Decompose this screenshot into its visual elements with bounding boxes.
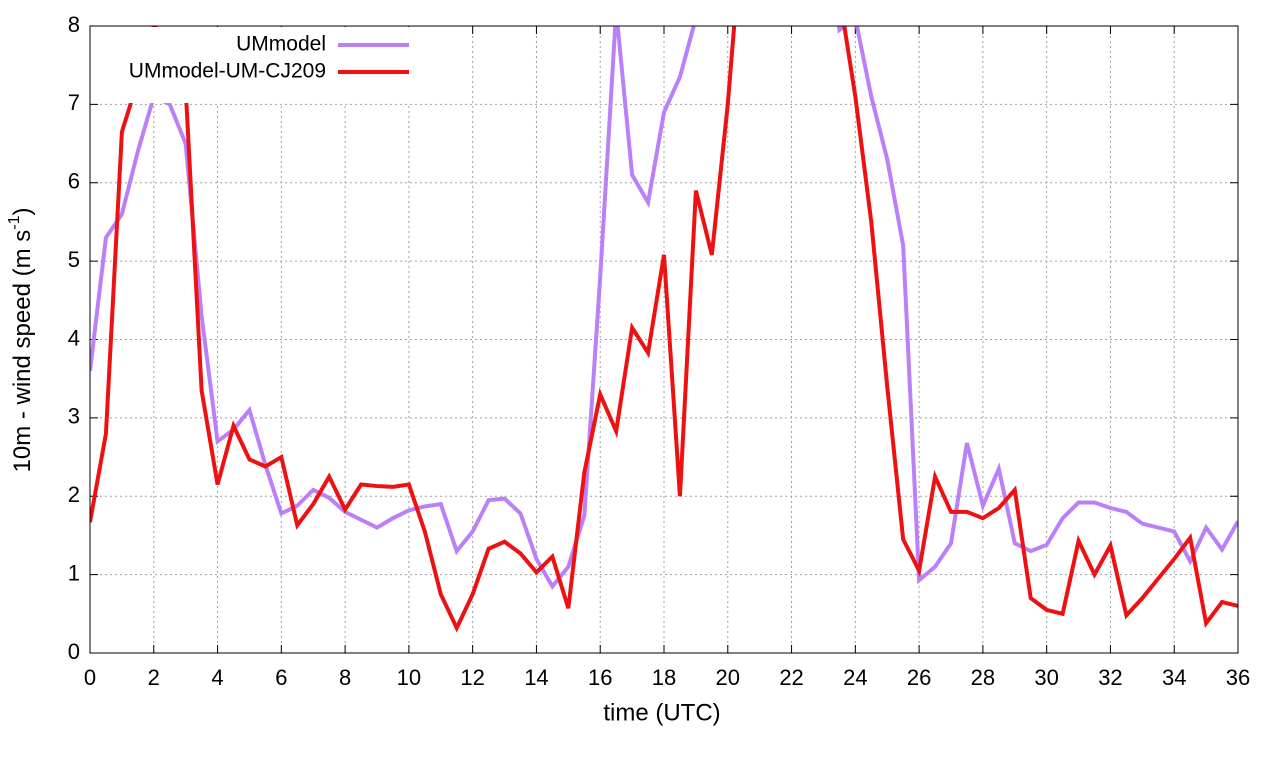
plot-frame	[89, 25, 1239, 654]
x-tick-label: 0	[84, 665, 96, 690]
x-tick-label: 12	[460, 665, 484, 690]
x-tick-label: 20	[716, 665, 740, 690]
x-tick-label: 2	[148, 665, 160, 690]
y-axis-label-end: )	[9, 208, 36, 216]
x-tick-label: 32	[1098, 665, 1122, 690]
y-axis-label-sup: -1	[6, 215, 23, 229]
x-tick-label: 18	[652, 665, 676, 690]
x-tick-label: 26	[907, 665, 931, 690]
x-tick-label: 34	[1162, 665, 1186, 690]
x-axis-label: time (UTC)	[603, 699, 720, 726]
legend-label: UMmodel	[236, 33, 326, 56]
data-line	[90, 26, 1238, 633]
y-tick-label: 6	[68, 169, 80, 194]
x-tick-label: 8	[339, 665, 351, 690]
x-tick-label: 6	[275, 665, 287, 690]
legend-box	[91, 27, 421, 103]
x-tick-label: 16	[588, 665, 612, 690]
x-tick-label: 10	[397, 665, 421, 690]
y-tick-label: 7	[68, 90, 80, 115]
x-tick-label: 14	[524, 665, 548, 690]
x-tick-label: 36	[1226, 665, 1250, 690]
y-tick-label: 1	[68, 560, 80, 585]
x-tick-label: 22	[779, 665, 803, 690]
y-tick-label: 3	[68, 404, 80, 429]
legend-label: UMmodel-UM-CJ209	[129, 60, 326, 83]
x-tick-label: 24	[843, 665, 867, 690]
x-tick-label: 28	[971, 665, 995, 690]
y-tick-label: 0	[68, 639, 80, 664]
y-tick-label: 8	[68, 12, 80, 37]
x-tick-label: 30	[1034, 665, 1058, 690]
data-line	[90, 26, 1238, 590]
y-axis-label-main: 10m - wind speed (m s	[9, 230, 36, 473]
y-axis-label: 10m - wind speed (m s-1)	[6, 208, 36, 473]
x-tick-label: 4	[211, 665, 223, 690]
y-tick-label: 2	[68, 482, 80, 507]
y-tick-label: 5	[68, 247, 80, 272]
y-tick-label: 4	[68, 325, 80, 350]
